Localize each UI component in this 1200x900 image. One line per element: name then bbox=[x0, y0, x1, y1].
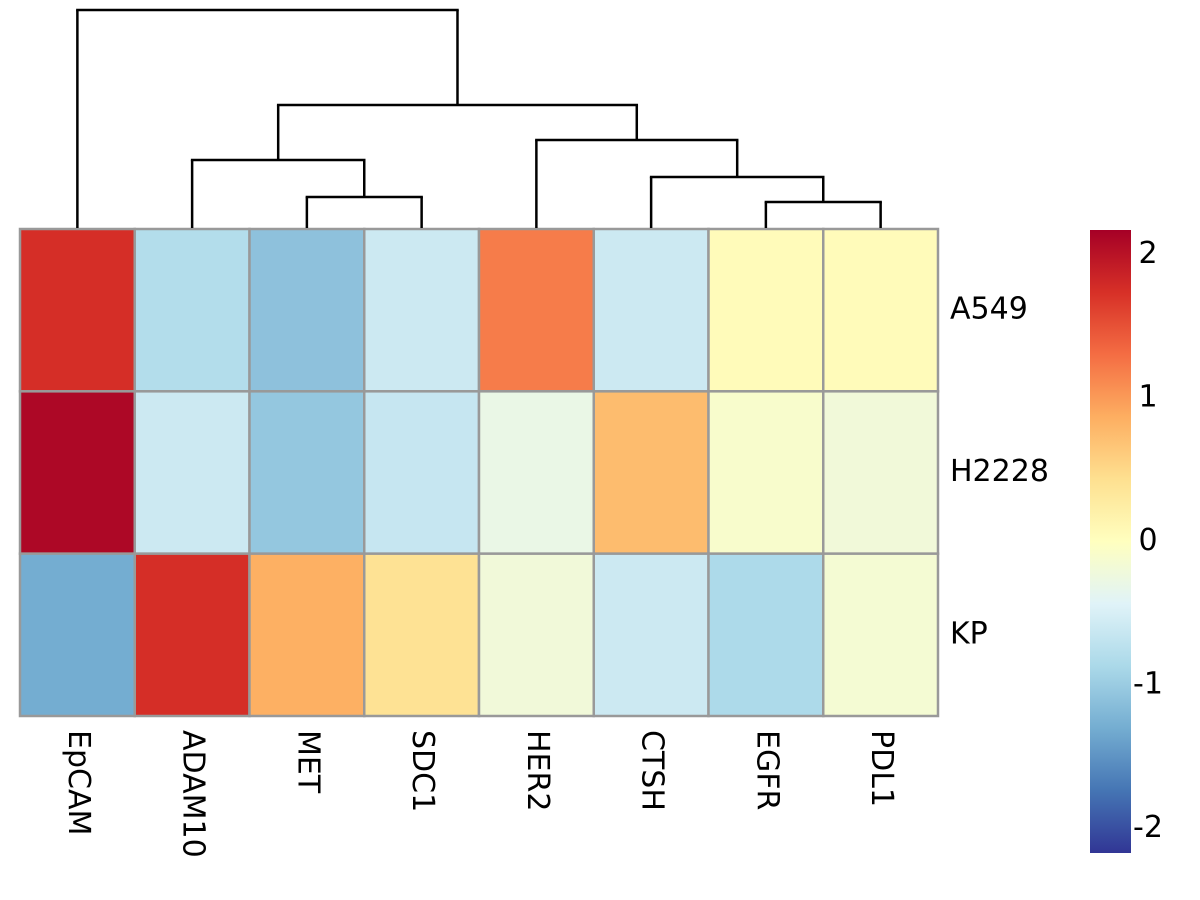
cell bbox=[822, 390, 940, 555]
cell bbox=[477, 552, 595, 718]
cell bbox=[18, 390, 136, 555]
cell bbox=[133, 227, 251, 393]
cell bbox=[477, 390, 595, 555]
column-label: MET bbox=[290, 730, 325, 794]
column-label: ADAM10 bbox=[176, 730, 211, 858]
cell bbox=[248, 552, 366, 718]
row-label: H2228 bbox=[950, 454, 1049, 489]
cell bbox=[248, 227, 366, 393]
row-label: A549 bbox=[950, 292, 1028, 327]
cell bbox=[707, 390, 825, 555]
column-label: CTSH bbox=[635, 730, 670, 811]
cell bbox=[592, 390, 710, 555]
cell bbox=[133, 390, 251, 555]
cell bbox=[822, 227, 940, 393]
column-label: EpCAM bbox=[61, 730, 96, 835]
column-label: HER2 bbox=[520, 730, 555, 811]
column-label: SDC1 bbox=[405, 730, 440, 812]
row-label: KP bbox=[950, 616, 988, 651]
column-label: EGFR bbox=[749, 730, 784, 810]
cell bbox=[363, 552, 481, 718]
colorbar-tick-label: 0 bbox=[1138, 523, 1157, 558]
cell bbox=[18, 552, 136, 718]
cell bbox=[248, 390, 366, 555]
cell bbox=[363, 227, 481, 393]
column-label: PDL1 bbox=[864, 730, 899, 807]
cell bbox=[363, 390, 481, 555]
cell bbox=[822, 552, 940, 718]
cell bbox=[707, 227, 825, 393]
colorbar-tick-label: -2 bbox=[1133, 810, 1163, 845]
cell bbox=[707, 552, 825, 718]
cell bbox=[592, 552, 710, 718]
colorbar bbox=[1090, 230, 1131, 853]
cell bbox=[477, 227, 595, 393]
cell bbox=[592, 227, 710, 393]
cell bbox=[133, 552, 251, 718]
colorbar-tick-label: -1 bbox=[1133, 667, 1163, 702]
colorbar-tick-label: 1 bbox=[1138, 379, 1157, 414]
colorbar-tick-label: 2 bbox=[1138, 236, 1157, 271]
cell bbox=[18, 227, 136, 393]
